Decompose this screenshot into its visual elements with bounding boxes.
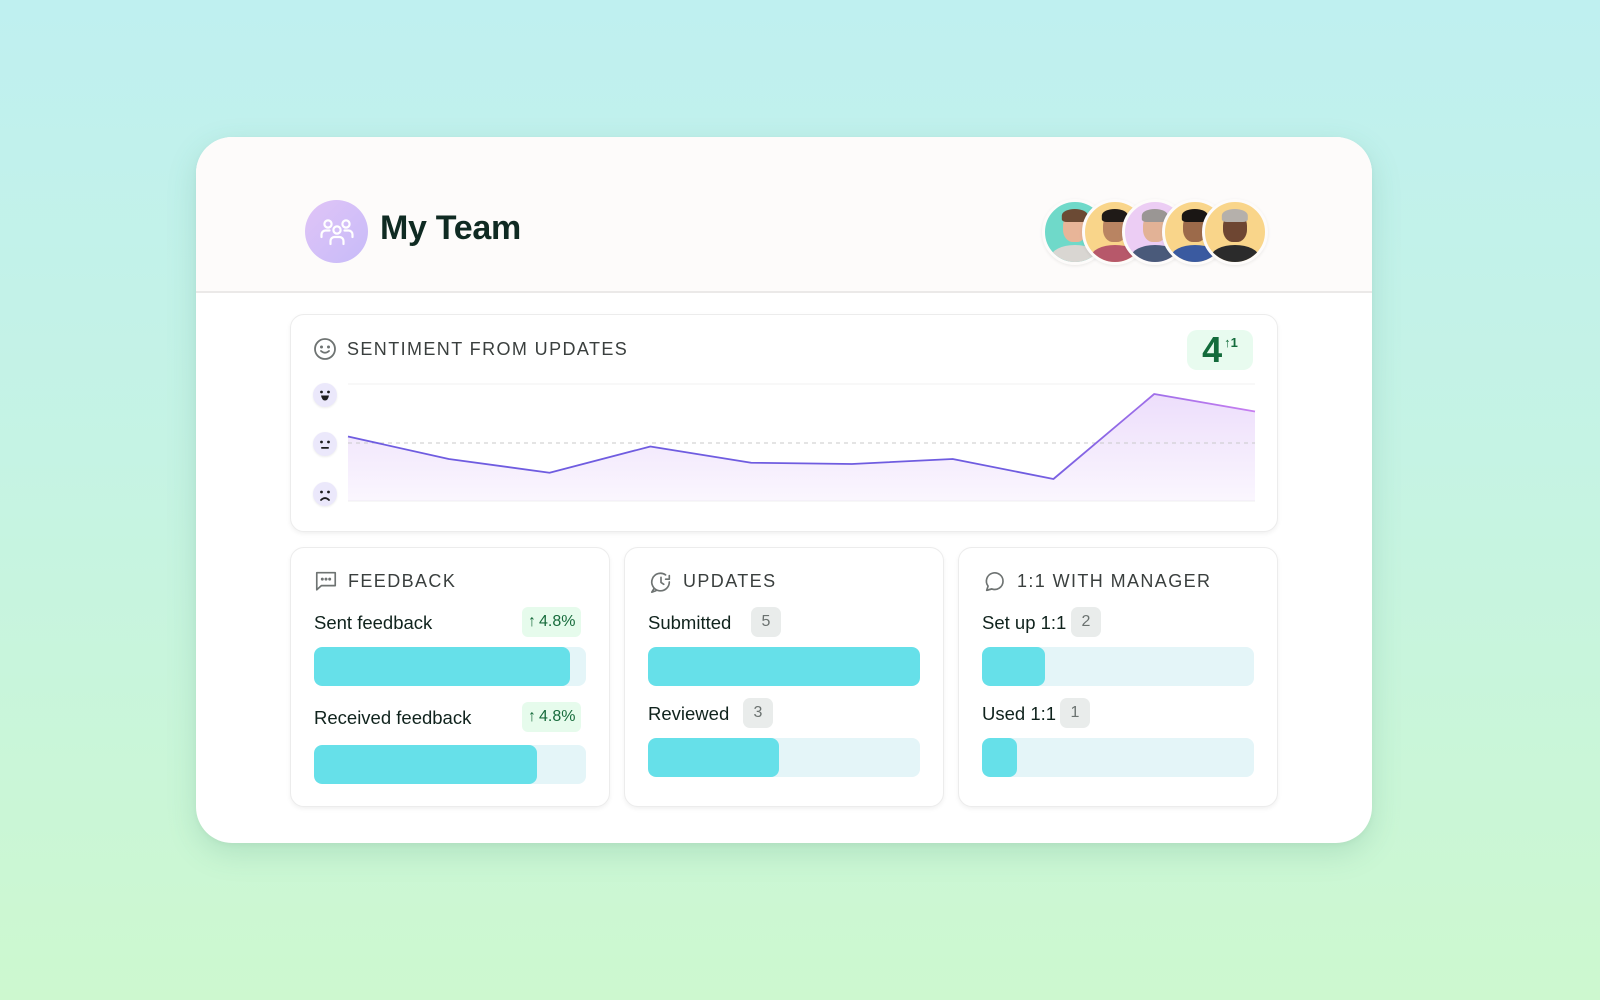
sent-feedback-bar-fill <box>314 647 570 686</box>
received-feedback-bar-fill <box>314 745 538 784</box>
sad-face-icon <box>313 482 337 506</box>
received-feedback-label: Received feedback <box>314 707 472 728</box>
sentiment-title-text: SENTIMENT FROM UPDATES <box>347 338 629 359</box>
speech-bubble-icon <box>983 569 1007 593</box>
team-icon <box>305 200 368 263</box>
updates-title: UPDATES <box>649 569 776 593</box>
feedback-title: FEEDBACK <box>314 569 456 593</box>
sent-feedback-trend: ↑ 4.8% <box>522 607 582 637</box>
clock-bubble-icon <box>649 569 673 593</box>
received-feedback-trend-value: 4.8% <box>539 708 576 725</box>
one-on-one-panel: 1:1 WITH MANAGER Set up 1:1 2 Used 1:1 1 <box>958 547 1278 807</box>
sent-feedback-bar <box>314 647 586 686</box>
reviewed-count: 3 <box>743 698 773 728</box>
sentiment-title: SENTIMENT FROM UPDATES <box>313 337 628 361</box>
avatar[interactable] <box>1202 199 1268 265</box>
arrow-up-icon: ↑ <box>528 708 536 725</box>
received-feedback-bar <box>314 745 586 784</box>
submitted-bar <box>648 647 920 686</box>
used-bar-fill <box>982 738 1018 777</box>
sentiment-score-badge: 4 ↑1 <box>1187 330 1253 370</box>
set-up-count: 2 <box>1071 607 1101 637</box>
chat-bubble-icon <box>314 569 338 593</box>
card-header: My Team <box>196 137 1372 293</box>
happy-face-icon <box>313 383 337 407</box>
used-bar <box>982 738 1254 777</box>
sentiment-panel: SENTIMENT FROM UPDATES 4 ↑1 <box>290 314 1278 532</box>
feedback-panel: FEEDBACK Sent feedback ↑ 4.8% Received f… <box>290 547 610 807</box>
reviewed-bar <box>648 738 920 777</box>
set-up-label: Set up 1:1 <box>982 612 1067 633</box>
reviewed-label: Reviewed <box>648 703 730 724</box>
used-count: 1 <box>1060 698 1090 728</box>
set-up-bar <box>982 647 1254 686</box>
sentiment-score-delta: ↑1 <box>1224 335 1238 350</box>
sentiment-chart <box>347 383 1256 502</box>
set-up-bar-fill <box>982 647 1045 686</box>
submitted-label: Submitted <box>648 612 732 633</box>
updates-panel: UPDATES Submitted 5 Reviewed 3 <box>624 547 944 807</box>
neutral-face-icon <box>313 432 337 456</box>
sent-feedback-trend-value: 4.8% <box>539 613 576 630</box>
sentiment-score: 4 <box>1202 329 1223 370</box>
my-team-card: My Team SENTIMENT FROM UPDATES 4 ↑1 <box>196 137 1372 843</box>
feedback-title-text: FEEDBACK <box>348 570 457 591</box>
sent-feedback-label: Sent feedback <box>314 612 433 633</box>
used-label: Used 1:1 <box>982 703 1057 724</box>
arrow-up-icon: ↑ <box>528 613 536 630</box>
one-on-one-title: 1:1 WITH MANAGER <box>983 569 1211 593</box>
reviewed-bar-fill <box>648 738 779 777</box>
updates-title-text: UPDATES <box>683 570 777 591</box>
page-title: My Team <box>380 209 521 247</box>
received-feedback-trend: ↑ 4.8% <box>522 702 582 732</box>
one-on-one-title-text: 1:1 WITH MANAGER <box>1017 570 1212 591</box>
team-avatars[interactable] <box>1042 199 1268 265</box>
submitted-bar-fill <box>648 647 920 686</box>
submitted-count: 5 <box>751 607 781 637</box>
smiley-icon <box>313 337 337 361</box>
